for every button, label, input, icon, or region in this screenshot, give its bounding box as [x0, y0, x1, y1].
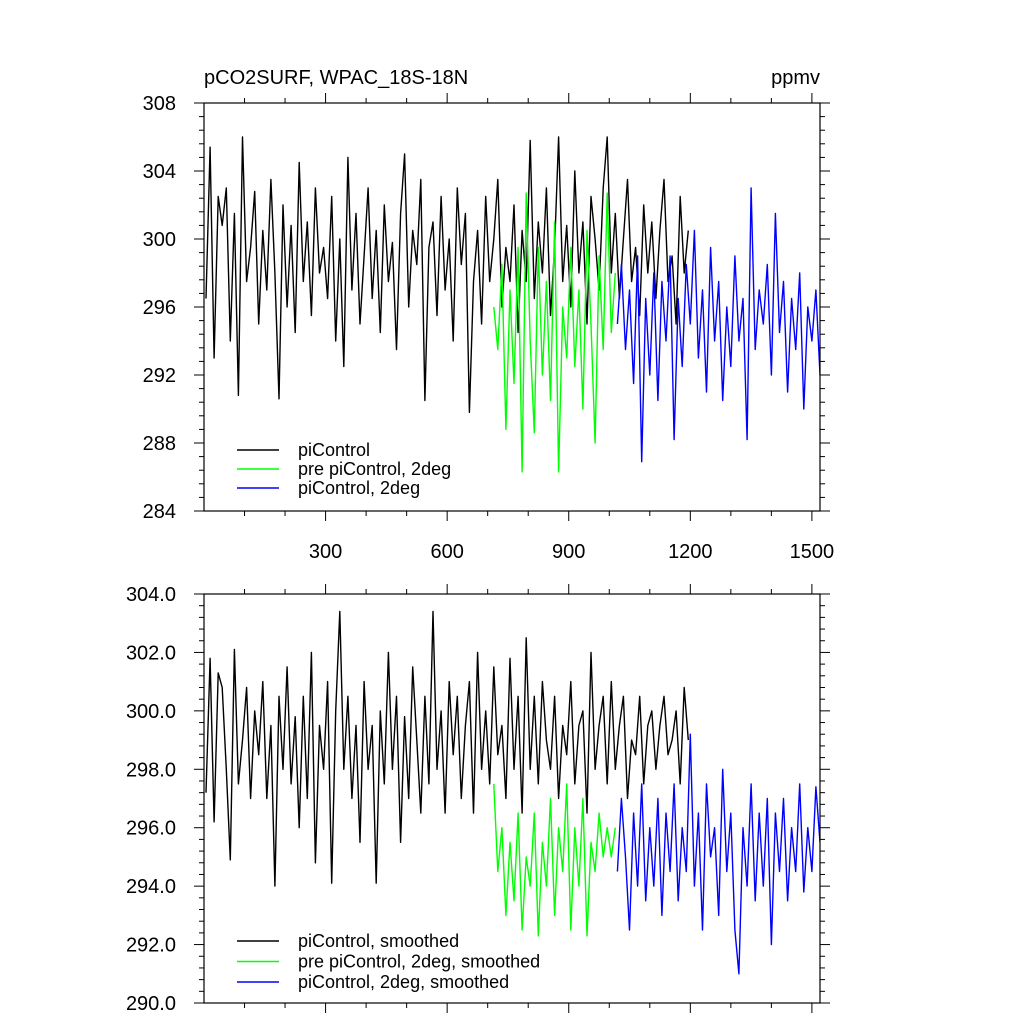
top-x-tick-label: 300 [309, 541, 342, 563]
bottom-y-tick-label: 298.0 [126, 759, 176, 781]
top-y-tick-label: 304 [143, 161, 176, 183]
top-legend-label-2: piControl, 2deg [298, 478, 420, 498]
bottom-plot-area [205, 610, 820, 975]
top-y-tick-label: 292 [143, 365, 176, 387]
bottom-plot-frame [203, 593, 821, 1004]
top-series-0-line [205, 136, 689, 414]
top-series-2-line [616, 187, 820, 463]
bottom-series-1-line [493, 783, 616, 937]
top-chart-title: pCO2SURF, WPAC_18S-18N [204, 67, 468, 89]
top-series-1-line [493, 192, 616, 473]
bottom-legend-label-1: pre piControl, 2deg, smoothed [298, 952, 540, 972]
top-y-tick-label: 288 [143, 433, 176, 455]
bottom-y-tick-label: 296.0 [126, 818, 176, 840]
top-legend-label-1: pre piControl, 2deg [298, 459, 451, 479]
bottom-y-axis: 290.0 292.0 294.0 296.0 298.0 300.0 302.0 304.0 [126, 584, 830, 1015]
bottom-x-axis [244, 584, 813, 1013]
bottom-legend-label-0: piControl, smoothed [298, 931, 459, 951]
bottom-y-tick-label: 302.0 [126, 642, 176, 664]
bottom-series-2-line [616, 733, 820, 975]
top-y-tick-label: 284 [143, 501, 176, 523]
bottom-chart: 290.0 292.0 294.0 296.0 298.0 300.0 302.0 304.0… [126, 584, 830, 1015]
bottom-series-0-line [205, 610, 689, 887]
top-y-axis: 284 288 292 296 300 304 308 [143, 93, 830, 523]
bottom-y-tick-label: 304.0 [126, 584, 176, 606]
top-x-tick-label: 1200 [668, 541, 713, 563]
top-x-tick-label: 600 [430, 541, 463, 563]
bottom-y-tick-label: 292.0 [126, 935, 176, 957]
top-x-axis: 300 600 900 1200 1500 [244, 93, 835, 563]
bottom-legend-label-2: piControl, 2deg, smoothed [298, 972, 509, 992]
top-y-tick-label: 308 [143, 93, 176, 115]
top-x-tick-label: 900 [552, 541, 585, 563]
top-y-tick-label: 300 [143, 229, 176, 251]
bottom-y-tick-label: 294.0 [126, 876, 176, 898]
top-plot-area [205, 136, 820, 473]
top-chart-units: ppmv [771, 67, 820, 89]
top-y-tick-label: 296 [143, 297, 176, 319]
top-legend-label-0: piControl [298, 440, 370, 460]
top-chart: pCO2SURF, WPAC_18S-18N ppmv 300 600 900 120… [143, 67, 835, 563]
bottom-y-tick-label: 300.0 [126, 701, 176, 723]
top-x-tick-label: 1500 [790, 541, 835, 563]
bottom-y-tick-label: 290.0 [126, 993, 176, 1015]
